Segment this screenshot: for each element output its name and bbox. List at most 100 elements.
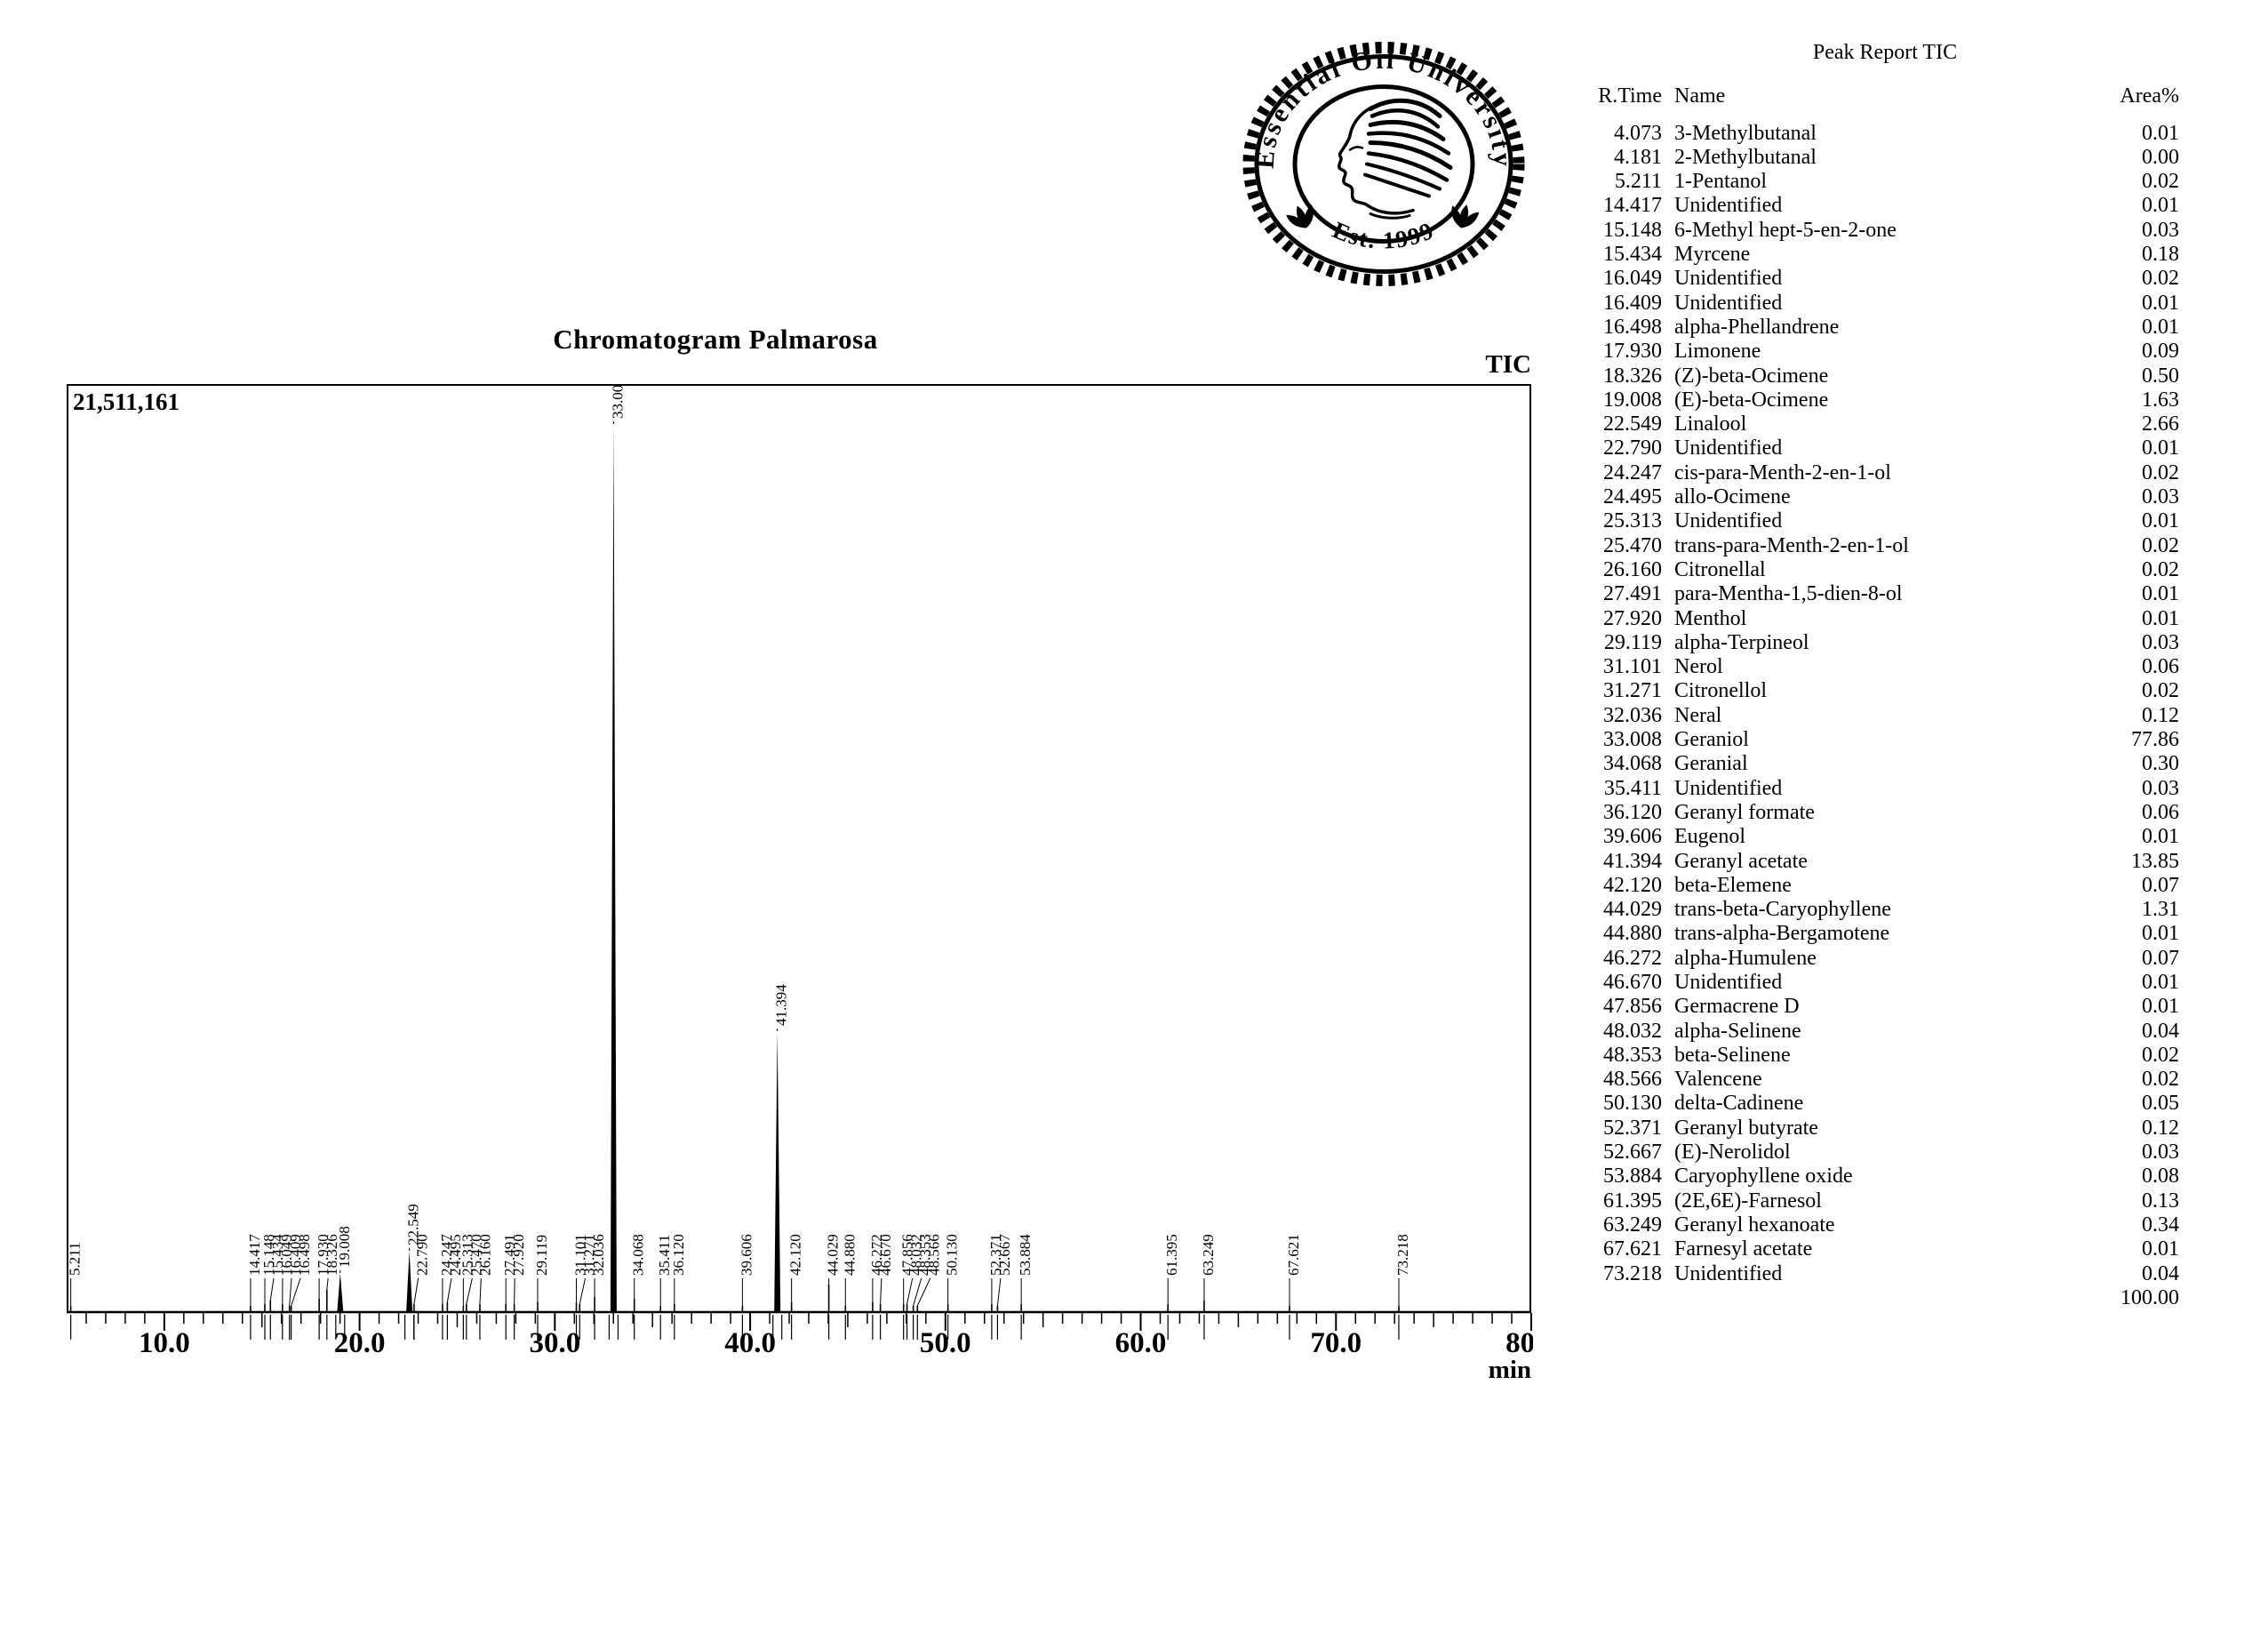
name-cell: Citronellal (1674, 557, 1766, 581)
peak-label: 46.272 (868, 1234, 885, 1276)
name-cell: Unidentified (1674, 776, 1783, 800)
area-cell: 0.50 (2142, 364, 2179, 388)
name-cell: 2-Methylbutanal (1674, 145, 1817, 169)
peak-report-header: R.Time Name Area% (1591, 84, 2179, 108)
axis-tick-label: 10.0 (139, 1327, 190, 1359)
peak-label: 73.218 (1394, 1234, 1411, 1276)
axis-tick-label: 30.0 (529, 1327, 580, 1359)
area-cell: 0.02 (2142, 679, 2179, 703)
axis-tick-label: 70.0 (1310, 1327, 1362, 1359)
chart-title: Chromatogram Palmarosa (553, 324, 878, 355)
name-cell: Menthol (1674, 606, 1747, 630)
table-row: 4.181 2-Methylbutanal 0.00 (1591, 146, 2179, 170)
area-cell: 0.02 (2142, 460, 2179, 484)
area-cell: 0.03 (2142, 1141, 2179, 1165)
area-cell: 0.03 (2142, 776, 2179, 800)
table-row: 53.884 Caryophyllene oxide 0.08 (1591, 1165, 2179, 1189)
peak-label: 15.148 (260, 1234, 277, 1276)
area-cell: 0.01 (2142, 194, 2179, 218)
table-row: 44.029 trans-beta-Caryophyllene 1.31 (1591, 898, 2179, 922)
peak-label: 22.790 (414, 1234, 431, 1276)
rtime-cell: 46.670 (1603, 970, 1662, 994)
area-cell: 0.01 (2142, 509, 2179, 533)
area-cell: 0.02 (2142, 1043, 2179, 1067)
area-cell: 0.04 (2142, 1019, 2179, 1043)
name-cell: Neral (1674, 703, 1722, 727)
rtime-cell: 17.930 (1603, 340, 1662, 364)
peak-report-rows: 4.073 3-Methylbutanal 0.01 4.181 2-Methylbut… (1591, 122, 2179, 1286)
name-cell: Geraniol (1674, 728, 1749, 752)
name-cell: Unidentified (1674, 970, 1783, 994)
peak-leader-line (289, 1277, 292, 1307)
name-cell: Nerol (1674, 655, 1723, 679)
peak-label: 32.036 (590, 1234, 607, 1276)
name-cell: cis-para-Menth-2-en-1-ol (1674, 460, 1891, 484)
peak-leader-line (913, 1277, 922, 1307)
table-row: 36.120 Geranyl formate 0.06 (1591, 801, 2179, 825)
laurel-left (1286, 204, 1314, 228)
rtime-cell: 36.120 (1603, 800, 1662, 824)
area-cell: 0.02 (2142, 170, 2179, 194)
seal-portrait-ring (1292, 84, 1475, 244)
area-cell: 0.01 (2142, 1237, 2179, 1261)
plot-border (67, 384, 1531, 1313)
area-cell: 0.01 (2142, 291, 2179, 315)
table-row: 48.566 Valencene 0.02 (1591, 1068, 2179, 1092)
peak-label: 26.160 (476, 1234, 493, 1276)
x-axis-unit-label: min (1489, 1356, 1531, 1384)
area-cell: 0.08 (2142, 1165, 2179, 1189)
peak-label: 27.491 (501, 1234, 518, 1276)
peak-label: 27.920 (510, 1234, 527, 1276)
peak-label: 15.434 (269, 1234, 286, 1276)
table-row: 4.073 3-Methylbutanal 0.01 (1591, 122, 2179, 146)
rtime-cell: 16.049 (1603, 267, 1662, 291)
name-cell: (E)-beta-Ocimene (1674, 388, 1829, 412)
area-cell: 0.06 (2142, 800, 2179, 824)
peak-label: 31.101 (572, 1234, 589, 1276)
area-cell: 0.18 (2142, 243, 2179, 267)
name-cell: allo-Ocimene (1674, 485, 1791, 509)
rtime-cell: 44.029 (1603, 898, 1662, 922)
area-cell: 2.66 (2142, 412, 2179, 436)
name-cell: Valencene (1674, 1068, 1762, 1092)
table-row: 48.353 beta-Selinene 0.02 (1591, 1044, 2179, 1068)
peak-label: 47.856 (899, 1234, 916, 1276)
peak-label: 33.008 (609, 384, 626, 419)
rtime-cell: 52.371 (1603, 1116, 1662, 1140)
table-row: 19.008 (E)-beta-Ocimene 1.63 (1591, 388, 2179, 412)
name-cell: 1-Pentanol (1674, 170, 1767, 194)
rtime-cell: 15.434 (1603, 243, 1662, 267)
area-cell: 0.07 (2142, 946, 2179, 970)
table-row: 73.218 Unidentified 0.04 (1591, 1262, 2179, 1286)
name-cell: (E)-Nerolidol (1674, 1141, 1791, 1165)
y-max-intensity-label: 21,511,161 (73, 388, 180, 415)
rtime-cell: 31.271 (1603, 679, 1662, 703)
rtime-cell: 61.395 (1603, 1189, 1662, 1213)
seal-arc-text: Essential Oil University (1250, 45, 1518, 170)
rtime-cell: 22.549 (1603, 412, 1662, 436)
peak-leader-line (413, 1277, 419, 1305)
rtime-cell: 27.491 (1603, 582, 1662, 606)
peak-label: 34.068 (630, 1234, 647, 1276)
header-name: Name (1674, 84, 1726, 108)
area-cell: 1.63 (2142, 388, 2179, 412)
peak-label: 17.930 (315, 1234, 331, 1276)
table-row: 25.313 Unidentified 0.01 (1591, 509, 2179, 533)
peak-label: 35.411 (656, 1235, 673, 1276)
rtime-cell: 52.667 (1603, 1141, 1662, 1165)
tic-signal-label: TIC (1485, 350, 1531, 379)
name-cell: alpha-Humulene (1674, 946, 1817, 970)
rtime-cell: 25.470 (1603, 533, 1662, 557)
woman-profile-art (1338, 98, 1453, 220)
table-row: 32.036 Neral 0.12 (1591, 704, 2179, 728)
table-row: 15.148 6-Methyl hept-5-en-2-one 0.03 (1591, 219, 2179, 243)
peak (406, 1251, 413, 1312)
rtime-cell: 42.120 (1603, 873, 1662, 897)
peak-label: 16.498 (296, 1234, 313, 1276)
name-cell: 6-Methyl hept-5-en-2-one (1674, 218, 1897, 242)
table-row: 17.930 Limonene 0.09 (1591, 340, 2179, 364)
peak-label: 22.549 (405, 1204, 422, 1245)
name-cell: Linalool (1674, 412, 1747, 436)
rtime-cell: 14.417 (1603, 194, 1662, 218)
area-cell: 0.02 (2142, 267, 2179, 291)
